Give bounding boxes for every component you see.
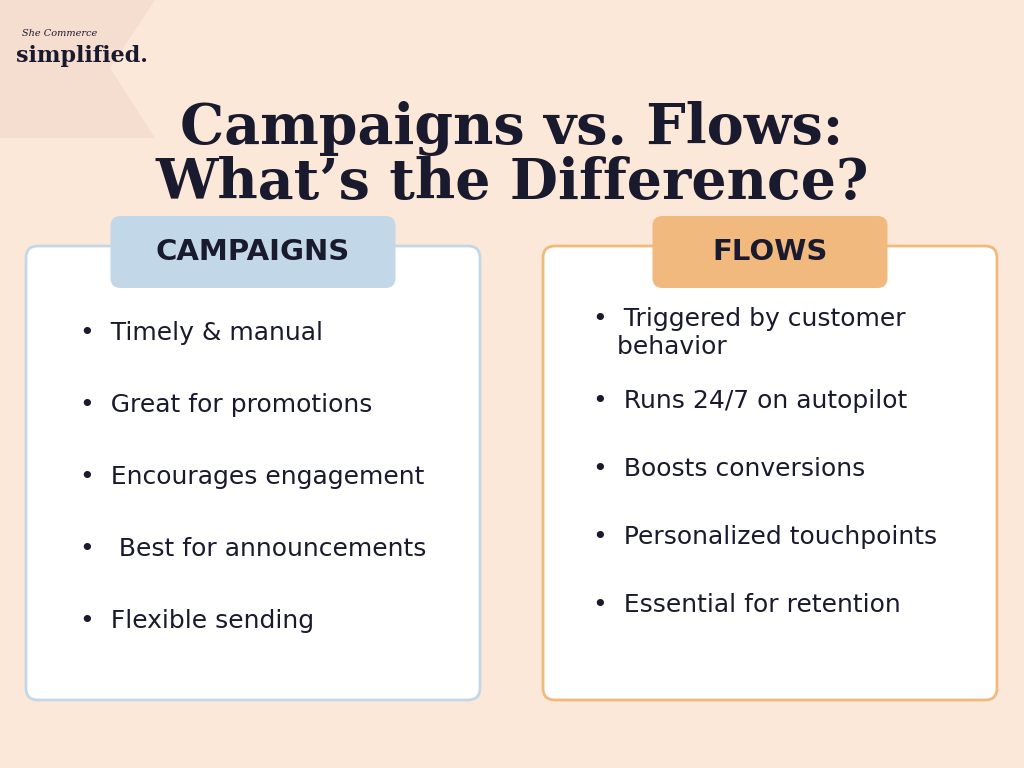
Text: CAMPAIGNS: CAMPAIGNS	[156, 238, 350, 266]
Polygon shape	[0, 0, 155, 138]
Text: •  Personalized touchpoints: • Personalized touchpoints	[593, 525, 937, 549]
FancyBboxPatch shape	[26, 246, 480, 700]
Text: •   Best for announcements: • Best for announcements	[80, 537, 426, 561]
Text: •  Runs 24/7 on autopilot: • Runs 24/7 on autopilot	[593, 389, 907, 413]
FancyBboxPatch shape	[652, 216, 888, 288]
FancyBboxPatch shape	[111, 216, 395, 288]
Text: •  Encourages engagement: • Encourages engagement	[80, 465, 424, 489]
Text: What’s the Difference?: What’s the Difference?	[156, 155, 868, 210]
Text: •  Flexible sending: • Flexible sending	[80, 609, 314, 633]
Text: •  Essential for retention: • Essential for retention	[593, 593, 901, 617]
Text: •  Great for promotions: • Great for promotions	[80, 393, 373, 417]
Text: Campaigns vs. Flows:: Campaigns vs. Flows:	[180, 101, 844, 155]
Text: She Commerce: She Commerce	[22, 28, 97, 38]
Text: •  Triggered by customer
   behavior: • Triggered by customer behavior	[593, 307, 905, 359]
Text: simplified.: simplified.	[16, 45, 147, 67]
FancyBboxPatch shape	[543, 246, 997, 700]
Text: FLOWS: FLOWS	[713, 238, 827, 266]
Text: •  Boosts conversions: • Boosts conversions	[593, 457, 865, 481]
Text: •  Timely & manual: • Timely & manual	[80, 321, 323, 345]
